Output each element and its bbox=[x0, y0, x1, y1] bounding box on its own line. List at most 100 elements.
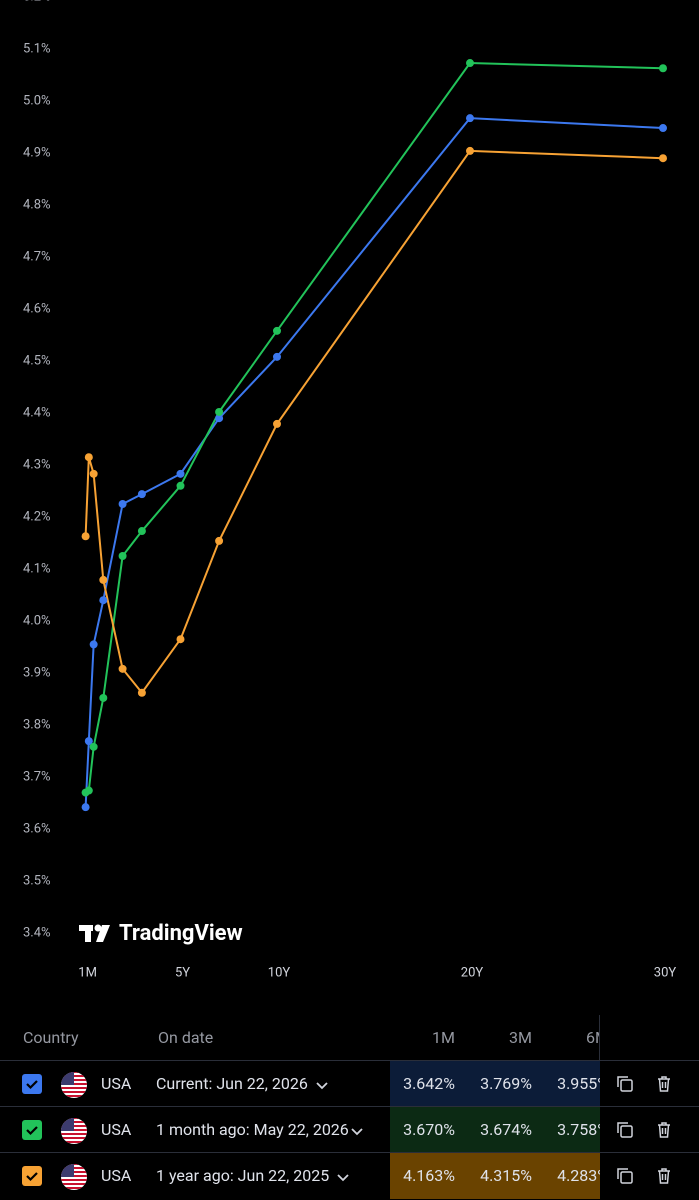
value-cell: 4.283% bbox=[557, 1166, 600, 1185]
data-point bbox=[273, 352, 281, 361]
y-tick-label: 3.8% bbox=[23, 717, 51, 732]
data-point bbox=[215, 414, 224, 423]
copy-button[interactable] bbox=[613, 1164, 637, 1188]
data-point bbox=[137, 527, 146, 536]
date-selector[interactable]: Current: Jun 22, 2026 bbox=[156, 1074, 308, 1093]
data-point bbox=[118, 552, 127, 560]
data-point bbox=[137, 490, 146, 499]
date-selector[interactable]: 1 year ago: Jun 22, 2025 bbox=[156, 1166, 330, 1185]
data-table: Country On date 1M 3M 6M 3.642% 3.769% 3.9… bbox=[0, 1015, 699, 1200]
chevron[interactable] bbox=[345, 1119, 369, 1143]
series-line bbox=[84, 117, 664, 808]
data-point bbox=[99, 693, 108, 702]
y-tick-label: 5.2% bbox=[23, 0, 51, 4]
data-point bbox=[273, 419, 281, 428]
row-bg bbox=[390, 1153, 600, 1199]
x-tick-label: 10Y bbox=[268, 965, 291, 980]
data-point bbox=[89, 469, 98, 478]
table-row: USA 1 month ago: May 22, 2026 bbox=[0, 1106, 699, 1153]
data-point bbox=[118, 664, 127, 673]
checkbox[interactable] bbox=[20, 1164, 44, 1188]
column-header: 3M bbox=[509, 1028, 532, 1047]
row-bg bbox=[390, 1061, 600, 1107]
flag-icon bbox=[61, 1072, 87, 1098]
y-tick-label: 3.9% bbox=[23, 665, 51, 680]
data-point bbox=[84, 786, 93, 795]
data-point bbox=[89, 640, 98, 649]
y-tick-label: 4.9% bbox=[23, 145, 51, 160]
data-point bbox=[176, 469, 185, 478]
chart: TradingView 3.4% 3.5% 3.6% 3.7% 3.8% 3.9% 4.0%… bbox=[23, 0, 676, 980]
data-point bbox=[99, 575, 108, 584]
data-point bbox=[215, 536, 224, 545]
data-point bbox=[466, 114, 474, 123]
x-tick-label: 5Y bbox=[175, 965, 190, 980]
watermark: TradingView bbox=[119, 921, 243, 946]
column-header: Country bbox=[23, 1028, 79, 1047]
data-point bbox=[137, 688, 146, 697]
table-row: USA 1 year ago: Jun 22, 2025 bbox=[0, 1152, 699, 1199]
data-point bbox=[176, 635, 185, 644]
delete-button[interactable] bbox=[652, 1118, 676, 1142]
copy-button[interactable] bbox=[613, 1072, 637, 1096]
column-header: On date bbox=[158, 1028, 214, 1047]
x-tick-label: 20Y bbox=[461, 965, 484, 980]
watermark-logo bbox=[79, 924, 110, 942]
data-point bbox=[176, 481, 185, 490]
value-cell: 3.769% bbox=[480, 1074, 532, 1093]
row-bg bbox=[390, 1107, 600, 1153]
x-tick-label: 1M bbox=[78, 965, 97, 980]
value-cell: 4.163% bbox=[403, 1166, 455, 1185]
data-point bbox=[81, 532, 90, 541]
flag-icon bbox=[61, 1164, 87, 1190]
data-point bbox=[659, 154, 667, 163]
value-cell: 3.674% bbox=[480, 1120, 532, 1139]
value-cell: 3.955% bbox=[557, 1074, 600, 1093]
data-point bbox=[659, 64, 667, 73]
y-tick-label: 3.7% bbox=[23, 769, 51, 784]
data-point bbox=[118, 500, 127, 508]
value-cell: 3.758% bbox=[557, 1120, 600, 1139]
data-point bbox=[466, 59, 474, 68]
y-tick-label: 4.2% bbox=[23, 509, 51, 524]
y-tick-label: 4.0% bbox=[23, 613, 51, 628]
data-point bbox=[89, 742, 98, 751]
data-point bbox=[466, 146, 474, 155]
y-tick-label: 4.8% bbox=[23, 197, 51, 212]
delete-button[interactable] bbox=[652, 1072, 676, 1096]
data-point bbox=[273, 326, 281, 335]
data-point bbox=[659, 124, 667, 133]
checkbox[interactable] bbox=[20, 1118, 44, 1142]
y-tick-label: 4.1% bbox=[23, 561, 51, 576]
series-line bbox=[84, 149, 664, 695]
data-point bbox=[215, 407, 224, 416]
y-tick-label: 4.6% bbox=[23, 301, 51, 316]
divider bbox=[599, 1015, 600, 1060]
country: USA bbox=[101, 1074, 132, 1093]
chevron[interactable] bbox=[310, 1073, 334, 1097]
series-line bbox=[85, 62, 664, 794]
date-selector[interactable]: 1 month ago: May 22, 2026 bbox=[156, 1120, 349, 1139]
y-tick-label: 3.5% bbox=[23, 873, 51, 888]
y-tick-label: 5.1% bbox=[23, 41, 51, 56]
y-tick-label: 3.4% bbox=[23, 925, 51, 940]
delete-button[interactable] bbox=[652, 1164, 676, 1188]
y-tick-label: 4.3% bbox=[23, 457, 51, 472]
value-cell: 3.670% bbox=[403, 1120, 455, 1139]
data-point bbox=[84, 737, 93, 746]
values-area: 1M 3M 6M 3.642% 3.769% 3.955% 3.670% 3.674% 3… bbox=[390, 1015, 600, 1200]
y-tick-label: 4.4% bbox=[23, 405, 51, 420]
flag-icon bbox=[61, 1118, 87, 1144]
column-header: 1M bbox=[432, 1028, 455, 1047]
country: USA bbox=[101, 1120, 132, 1139]
country: USA bbox=[101, 1166, 132, 1185]
checkbox[interactable] bbox=[20, 1072, 44, 1096]
value-cell: 3.642% bbox=[403, 1074, 455, 1093]
y-tick-label: 4.7% bbox=[23, 249, 51, 264]
data-point bbox=[81, 803, 90, 812]
y-tick-label: 3.6% bbox=[23, 821, 51, 836]
data-point bbox=[84, 453, 93, 462]
copy-button[interactable] bbox=[613, 1118, 637, 1142]
chevron[interactable] bbox=[331, 1165, 355, 1189]
